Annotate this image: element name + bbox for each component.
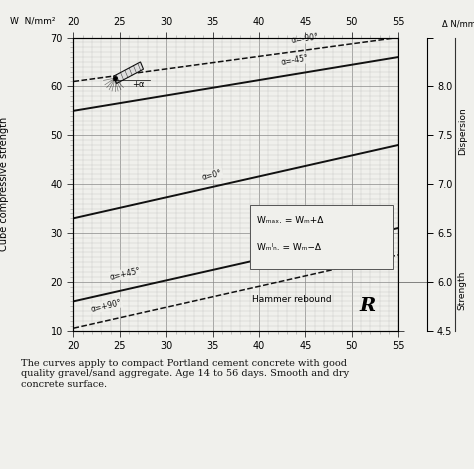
Text: +α: +α <box>132 80 145 89</box>
Text: Wₘₐₓ. = Wₘ+Δ: Wₘₐₓ. = Wₘ+Δ <box>257 216 323 225</box>
Text: α=+45°: α=+45° <box>109 266 141 282</box>
Text: R: R <box>359 296 375 315</box>
Text: α=-90°: α=-90° <box>290 32 319 45</box>
Text: Strength: Strength <box>458 271 466 310</box>
Y-axis label: Cube compressive strength: Cube compressive strength <box>0 117 9 251</box>
Text: α=+90°: α=+90° <box>90 298 123 314</box>
Text: Wₘᴵₙ. = Wₘ−Δ: Wₘᴵₙ. = Wₘ−Δ <box>257 243 321 252</box>
Text: Dispersion: Dispersion <box>458 107 466 155</box>
FancyBboxPatch shape <box>250 204 393 269</box>
Text: The curves apply to compact Portland cement concrete with good
quality gravel/sa: The curves apply to compact Portland cem… <box>21 359 349 389</box>
Text: α=-45°: α=-45° <box>281 53 310 67</box>
Text: α=0°: α=0° <box>201 168 223 182</box>
Text: Hammer rebound: Hammer rebound <box>252 295 332 304</box>
Polygon shape <box>114 62 144 83</box>
Text: Δ N/mm²: Δ N/mm² <box>442 20 474 29</box>
Text: W  N/mm²: W N/mm² <box>10 17 55 26</box>
